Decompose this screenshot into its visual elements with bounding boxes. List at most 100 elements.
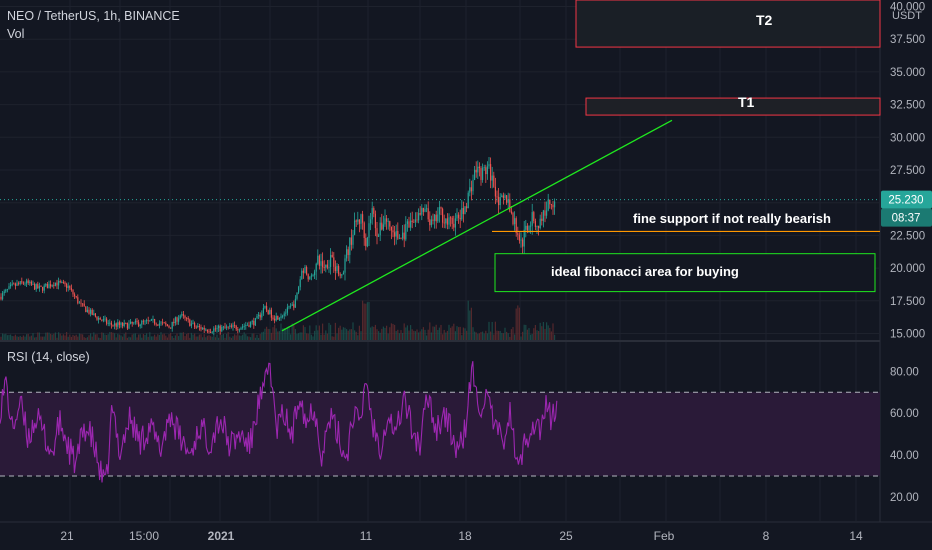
candle-body: [24, 283, 26, 285]
volume-bar: [40, 336, 42, 340]
time-scale[interactable]: 21 15:00 2021 11 18 25 Feb 8 14: [60, 529, 863, 543]
candle-body: [222, 326, 224, 328]
price-tick-label: 32.500: [890, 100, 925, 112]
volume-bar: [539, 322, 541, 340]
candle-body: [58, 281, 60, 286]
candle-body: [539, 218, 541, 229]
rsi-indicator-label[interactable]: RSI (14, close): [7, 350, 90, 364]
volume-bar: [320, 334, 322, 340]
volume-bar: [381, 328, 383, 340]
volume-bar: [227, 332, 229, 340]
volume-bar: [488, 321, 490, 340]
candle-body: [381, 222, 383, 230]
candle-body: [374, 213, 376, 229]
candle-body: [210, 332, 212, 333]
candle-body: [77, 297, 79, 304]
volume-bar: [232, 336, 234, 340]
volume-bar: [424, 329, 426, 340]
candle-body: [128, 323, 130, 329]
candle-body: [80, 302, 82, 304]
volume-bar: [314, 330, 316, 340]
rsi-scale[interactable]: 80.00 60.00 40.00 20.00: [890, 366, 919, 504]
candle-body: [283, 313, 285, 316]
candle-body: [0, 296, 2, 300]
volume-bar: [501, 332, 503, 340]
volume-bar: [520, 336, 522, 340]
volume-bar: [410, 325, 412, 340]
candle-body: [8, 286, 10, 290]
candle-body: [358, 219, 360, 224]
candle-body: [419, 213, 421, 215]
candle-body: [197, 326, 199, 328]
volume-bar: [88, 335, 90, 340]
volume-bar: [290, 334, 292, 340]
price-tick-label: 17.500: [890, 296, 925, 308]
symbol-title[interactable]: NEO / TetherUS, 1h, BINANCE: [7, 9, 180, 23]
volume-bar: [278, 331, 280, 340]
candle-body: [90, 309, 92, 314]
candle-body: [174, 317, 176, 324]
volume-bar: [435, 324, 437, 340]
candle-body: [194, 322, 196, 327]
candle-body: [448, 217, 450, 225]
volume-bar: [432, 326, 434, 340]
volume-bar: [72, 334, 74, 340]
drawings-layer[interactable]: [0, 0, 881, 332]
volume-bar: [173, 337, 175, 340]
candle-body: [506, 195, 508, 203]
volume-bar: [56, 337, 58, 340]
candle-body: [245, 325, 247, 326]
volume-label[interactable]: Vol: [7, 27, 25, 41]
candle-body: [394, 232, 396, 237]
volume-bar: [240, 335, 242, 340]
candle-body: [546, 210, 548, 216]
volume-bar: [22, 335, 24, 340]
candle-body: [338, 265, 340, 275]
volume-bar: [83, 337, 85, 340]
volume-bar: [462, 327, 464, 340]
candle-body: [2, 293, 4, 300]
volume-bar: [11, 335, 13, 340]
volume-bar: [51, 334, 53, 340]
candle-body: [256, 315, 258, 319]
candle-body: [456, 214, 458, 219]
volume-bar: [2, 333, 4, 340]
candle-body: [488, 164, 490, 167]
volume-bar: [264, 328, 266, 340]
candle-body: [346, 249, 348, 259]
volume-bar: [544, 328, 546, 340]
rsi-tick-label: 80.00: [890, 366, 919, 378]
rsi-tick-label: 60.00: [890, 408, 919, 420]
volume-bar: [218, 337, 220, 340]
volume-bar: [157, 334, 159, 340]
volume-bar: [347, 330, 349, 340]
candle-body: [376, 228, 378, 237]
candle-body: [248, 324, 250, 327]
volume-bar: [16, 336, 18, 340]
volume-bar: [150, 336, 152, 340]
volume-bar: [131, 334, 133, 340]
volume-bar: [309, 325, 311, 340]
price-scale[interactable]: 40.00037.50035.00032.50030.00027.50025.0…: [890, 2, 925, 341]
candle-body: [382, 224, 384, 230]
volume-bar: [392, 323, 394, 340]
candle-body: [466, 206, 468, 209]
candle-body: [251, 320, 253, 323]
candle-body: [226, 326, 228, 328]
candle-body: [198, 326, 200, 327]
volume-bar: [125, 332, 127, 340]
volume-bar: [354, 330, 356, 340]
candle-body: [126, 323, 128, 329]
volume-bar: [552, 323, 554, 340]
volume-bar: [438, 327, 440, 340]
volume-bar: [139, 334, 141, 340]
volume-bar: [294, 329, 296, 340]
volume-bar: [467, 300, 469, 340]
candle-body: [43, 285, 45, 291]
candle-body: [498, 196, 500, 206]
volume-bar: [194, 333, 196, 340]
volume-bar: [533, 328, 535, 340]
candle-body: [50, 284, 52, 287]
candle-body: [438, 207, 440, 215]
